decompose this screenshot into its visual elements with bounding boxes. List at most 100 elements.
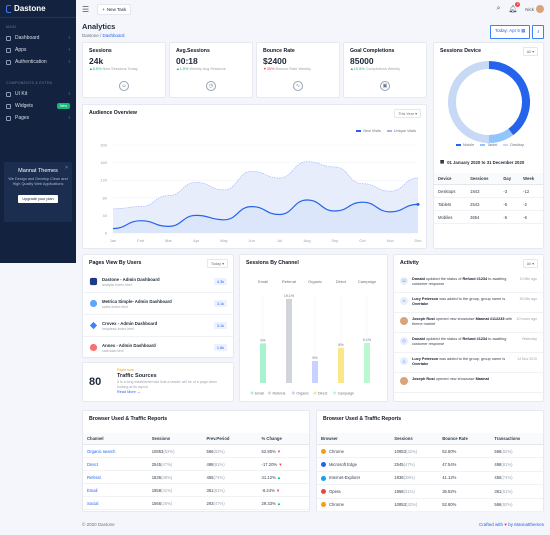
stat-card-sessions: Sessions 24k ▲8.5% New Sessions Today ☺ bbox=[82, 42, 166, 98]
bar bbox=[364, 342, 370, 383]
briefcase-icon: ▣ bbox=[380, 81, 390, 91]
channel-traffic-report-card: Browser Used & Traffic Reports Channel Se… bbox=[82, 410, 310, 512]
list-item[interactable]: ☺ Lucy Peterson was added to the group, g… bbox=[394, 293, 543, 313]
search-icon[interactable]: ⌕ bbox=[496, 5, 501, 12]
y-tick-label: 80 bbox=[103, 195, 108, 200]
channel-link[interactable]: Social bbox=[83, 496, 148, 510]
download-icon: ⭳ bbox=[537, 29, 539, 34]
close-icon[interactable]: × bbox=[65, 165, 68, 171]
stat-card-bounce-rate: Bounce Rate $2400 ▼35% Bounce Rate Weekl… bbox=[256, 42, 340, 98]
stat-card-avg-sessions: Avg.Sessions 00:18 ▲1.5% Weekly Avg.Sess… bbox=[169, 42, 253, 98]
page-count: 3.1k bbox=[213, 322, 227, 329]
sessions-device-card: Sessions Device All ▾ Mobile Tablet Desk… bbox=[433, 42, 544, 249]
lock-icon bbox=[6, 59, 11, 65]
promo-title: Mannat Themes bbox=[18, 168, 58, 174]
channel-link[interactable]: Email bbox=[83, 483, 148, 497]
activity-list: ☑ Donald updated the status of Refund #12… bbox=[394, 273, 543, 393]
sidebar-item-dashboard[interactable]: Dashboard › bbox=[0, 32, 76, 44]
chevron-right-icon: › bbox=[68, 35, 70, 41]
legend-label: Campaign bbox=[338, 392, 354, 396]
list-item[interactable]: Annex - Admin Dashboard calendar.html 1.6k bbox=[83, 337, 233, 359]
annex-logo-icon bbox=[89, 343, 98, 352]
table-row: Tablets 2543 -5 -2 bbox=[434, 197, 543, 211]
sessions-device-filter[interactable]: All ▾ bbox=[522, 47, 538, 56]
notification-badge: 2 bbox=[515, 2, 521, 7]
sessions-device-table: Device Sessions Day Week Desktops 1843 -3 -12 … bbox=[434, 173, 543, 224]
channel-link[interactable]: Referal bbox=[83, 470, 148, 484]
pages-view-title: Pages View By Users bbox=[89, 260, 142, 266]
traffic-label: Right now bbox=[117, 368, 134, 372]
traffic-value: 80 bbox=[89, 376, 102, 388]
data-label: 5% bbox=[312, 356, 318, 360]
brand-logo[interactable]: Dastone bbox=[0, 0, 76, 18]
series-point bbox=[416, 202, 420, 206]
list-item[interactable]: ☑ Donald updated the status of Refund #12… bbox=[394, 273, 543, 293]
table-row: Organic search 10853(52%) 566(92%) 52.80… bbox=[83, 444, 309, 458]
sidebar-item-authentication[interactable]: Authentication › bbox=[0, 56, 76, 68]
channel-link[interactable]: Direct bbox=[83, 457, 148, 471]
list-item[interactable]: Joseph Rust opened new showcase Mannat #… bbox=[394, 313, 543, 333]
user-menu[interactable]: Nick bbox=[525, 5, 544, 13]
list-item[interactable]: Metrica Simple- Admin Dashboard sales-ind… bbox=[83, 293, 233, 315]
pages-view-filter[interactable]: Today ▾ bbox=[206, 259, 228, 268]
legend-label: Email bbox=[255, 392, 264, 396]
page-count: 1.6k bbox=[213, 344, 227, 351]
clock-icon: ◷ bbox=[206, 81, 216, 91]
x-tick-label: Jul bbox=[277, 238, 282, 243]
category-label: Campaign bbox=[358, 279, 376, 284]
browser-icon bbox=[321, 489, 326, 495]
donut-legend: Mobile Tablet Desktop bbox=[456, 143, 524, 147]
data-label: 9% bbox=[260, 338, 266, 342]
new-task-button[interactable]: + New Task bbox=[97, 3, 132, 15]
activity-icon: ∿ bbox=[293, 81, 303, 91]
page-header: Analytics Dastone / Dashboard bbox=[82, 22, 125, 38]
upgrade-button[interactable]: Upgrade your plan bbox=[18, 195, 58, 203]
footer-copyright: © 2020 Dastone bbox=[82, 522, 115, 527]
sidebar-item-ui-kit[interactable]: UI Kit › bbox=[0, 88, 76, 100]
list-item[interactable]: ◷ Donald updated the status of Refund #12… bbox=[394, 333, 543, 353]
bar bbox=[286, 298, 292, 383]
arrow-down-icon: ▼ bbox=[278, 461, 283, 467]
page-title: Analytics bbox=[82, 22, 116, 31]
series-line-new-visits bbox=[112, 199, 419, 230]
download-button[interactable]: ⭳ bbox=[532, 25, 544, 39]
sidebar-item-apps[interactable]: Apps › bbox=[0, 44, 76, 56]
channel-title: Sessions By Channel bbox=[246, 260, 299, 266]
list-item[interactable]: Crovex - Admin Dashboard helpdesk-index.h… bbox=[83, 315, 233, 337]
menu-icon[interactable]: ☰ bbox=[82, 4, 90, 14]
list-item[interactable]: Joseph Rust opened new showcase Mannat bbox=[394, 373, 543, 393]
x-tick-label: Dec bbox=[414, 238, 421, 243]
x-tick-label: May bbox=[220, 238, 228, 243]
table-row: Social 1566(26%) 293(47%) 29.33% ▲ bbox=[83, 496, 309, 510]
table-row: Referal 1836(38%) 455(74%) 41.12% ▲ bbox=[83, 470, 309, 484]
audience-filter[interactable]: This Year ▾ bbox=[394, 109, 421, 118]
data-label: 9.1% bbox=[363, 338, 372, 342]
donut-slice-tablet bbox=[488, 128, 514, 143]
header-controls: Today: Apr 5 ▦ ⭳ bbox=[489, 25, 544, 39]
channel-link[interactable]: Organic search bbox=[83, 444, 148, 458]
arrow-down-icon: ▼ bbox=[276, 487, 281, 493]
traffic-sources-card: 80 Right now Traffic Sources It is a lon… bbox=[82, 362, 234, 402]
audience-overview-card: Audience Overview This Year ▾ New Visits… bbox=[82, 104, 427, 249]
bell-icon[interactable]: 🔔︎ 2 bbox=[508, 2, 521, 13]
promo-text: We Design and Develop Clean and High Qua… bbox=[8, 177, 68, 186]
x-tick-label: Jun bbox=[248, 238, 254, 243]
activity-filter[interactable]: All ▾ bbox=[522, 259, 538, 268]
legend-tablet: Tablet bbox=[480, 143, 497, 147]
sidebar-item-pages[interactable]: Pages › bbox=[0, 112, 76, 124]
avatar bbox=[536, 5, 544, 13]
date-range: ▦ 01 January 2020 to 31 December 2020 bbox=[440, 159, 525, 165]
sidebar-item-widgets[interactable]: Widgets New bbox=[0, 100, 76, 112]
audience-legend: New Visits Unique Visits bbox=[356, 129, 416, 133]
date-button[interactable]: Today: Apr 5 ▦ bbox=[489, 25, 531, 39]
pages-view-card: Pages View By Users Today ▾ Dastone - Ad… bbox=[82, 254, 234, 359]
channel-report-title: Browser Used & Traffic Reports bbox=[89, 416, 168, 422]
list-item[interactable]: Dastone - Admin Dashboard analytic-index.… bbox=[83, 271, 233, 293]
calendar-icon: ▦ bbox=[440, 159, 445, 164]
logo-icon bbox=[6, 4, 11, 13]
table-row: Chrome 10853(32%) 52.80% 566(92%) bbox=[317, 498, 543, 512]
table-row: Desktops 1843 -3 -12 bbox=[434, 184, 543, 198]
browser-icon bbox=[321, 502, 326, 508]
list-item[interactable]: △ Lucy Peterson was added to the group, g… bbox=[394, 353, 543, 373]
read-more-link[interactable]: Read More → bbox=[117, 390, 141, 394]
